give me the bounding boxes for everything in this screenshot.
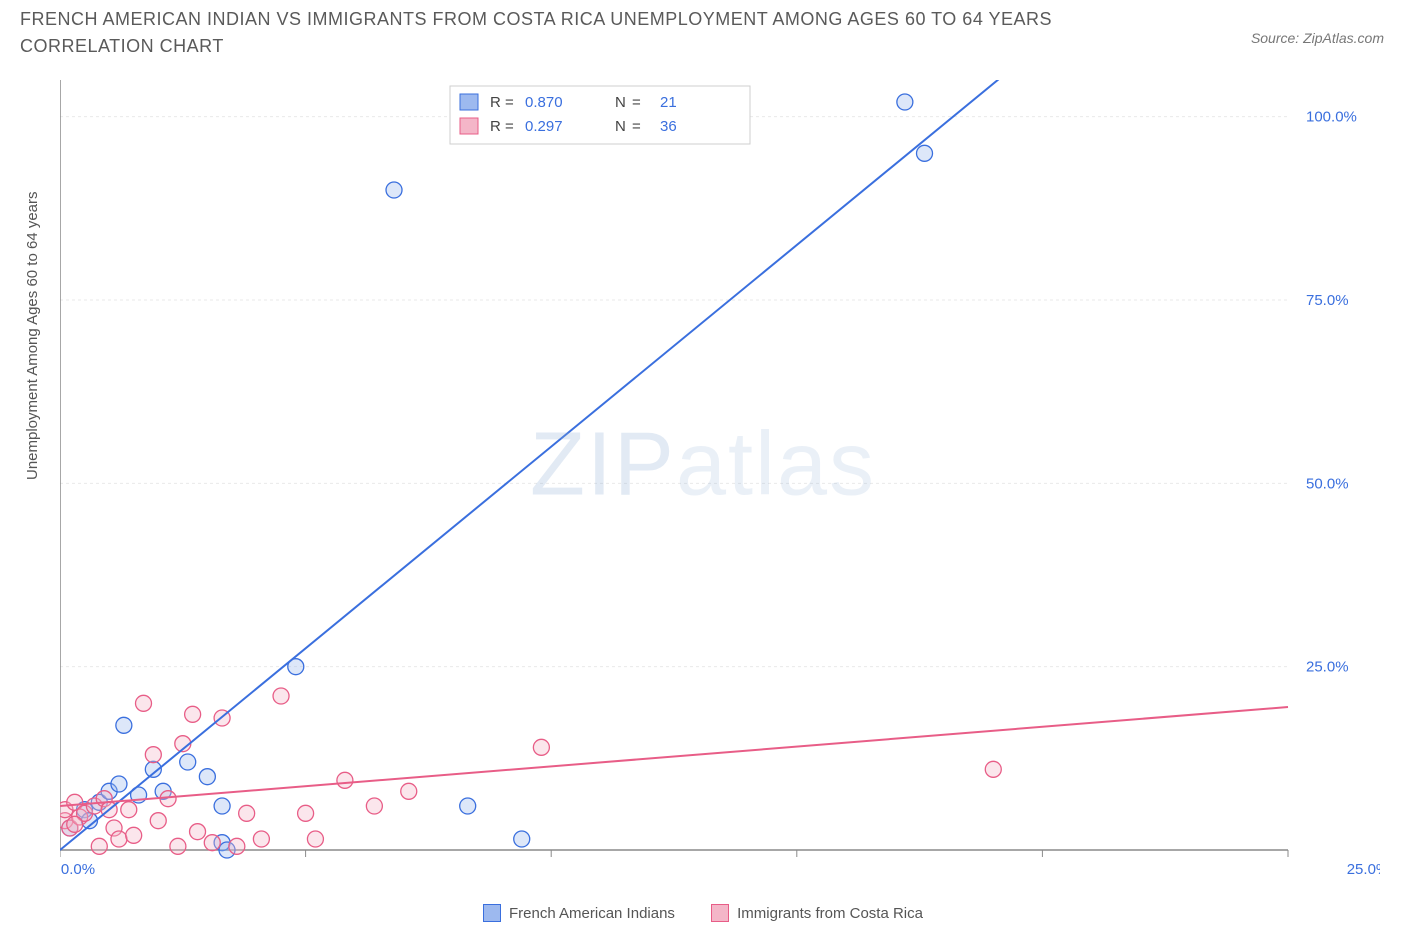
data-point bbox=[67, 816, 83, 832]
data-point bbox=[111, 831, 127, 847]
data-point bbox=[126, 827, 142, 843]
page: FRENCH AMERICAN INDIAN VS IMMIGRANTS FRO… bbox=[0, 0, 1406, 930]
svg-text:R: R bbox=[490, 94, 501, 111]
data-point bbox=[116, 717, 132, 733]
data-point bbox=[121, 802, 137, 818]
svg-text:0.870: 0.870 bbox=[525, 94, 563, 111]
data-point bbox=[460, 798, 476, 814]
legend-item-series-b: Immigrants from Costa Rica bbox=[711, 904, 923, 922]
svg-text:0.0%: 0.0% bbox=[61, 861, 95, 878]
data-point bbox=[229, 838, 245, 854]
data-point bbox=[253, 831, 269, 847]
data-point bbox=[150, 813, 166, 829]
data-point bbox=[214, 798, 230, 814]
bottom-legend: French American Indians Immigrants from … bbox=[0, 904, 1406, 926]
svg-text:0.297: 0.297 bbox=[525, 118, 563, 135]
data-point bbox=[298, 805, 314, 821]
y-axis-label: Unemployment Among Ages 60 to 64 years bbox=[24, 191, 41, 480]
data-point bbox=[111, 776, 127, 792]
data-point bbox=[185, 706, 201, 722]
svg-text:36: 36 bbox=[660, 118, 677, 135]
svg-text:=: = bbox=[632, 94, 641, 111]
legend-swatch-icon bbox=[483, 904, 501, 922]
data-point bbox=[366, 798, 382, 814]
svg-text:100.0%: 100.0% bbox=[1306, 109, 1357, 126]
data-point bbox=[337, 772, 353, 788]
svg-text:R: R bbox=[490, 118, 501, 135]
svg-text:N: N bbox=[615, 118, 626, 135]
svg-text:=: = bbox=[632, 118, 641, 135]
data-point bbox=[204, 835, 220, 851]
header: FRENCH AMERICAN INDIAN VS IMMIGRANTS FRO… bbox=[20, 6, 1386, 60]
data-point bbox=[180, 754, 196, 770]
data-point bbox=[985, 761, 1001, 777]
data-point bbox=[533, 739, 549, 755]
svg-text:=: = bbox=[505, 94, 514, 111]
legend-swatch-icon bbox=[460, 94, 478, 110]
data-point bbox=[273, 688, 289, 704]
chart-area: R=0.870N=21R=0.297N=36 25.0%50.0%75.0%10… bbox=[60, 80, 1380, 880]
legend-swatch-icon bbox=[711, 904, 729, 922]
data-point bbox=[136, 695, 152, 711]
data-point bbox=[514, 831, 530, 847]
svg-text:50.0%: 50.0% bbox=[1306, 475, 1349, 492]
data-point bbox=[239, 805, 255, 821]
data-point bbox=[91, 838, 107, 854]
legend-item-series-a: French American Indians bbox=[483, 904, 675, 922]
data-point bbox=[386, 182, 402, 198]
svg-text:25.0%: 25.0% bbox=[1347, 861, 1380, 878]
source-attribution: Source: ZipAtlas.com bbox=[1251, 30, 1384, 46]
scatter-chart: R=0.870N=21R=0.297N=36 25.0%50.0%75.0%10… bbox=[60, 80, 1380, 880]
regression-line bbox=[60, 707, 1288, 806]
regression-line bbox=[60, 80, 1042, 850]
data-point bbox=[190, 824, 206, 840]
data-point bbox=[170, 838, 186, 854]
data-point bbox=[897, 94, 913, 110]
svg-text:N: N bbox=[615, 94, 626, 111]
data-point bbox=[145, 747, 161, 763]
legend-label: French American Indians bbox=[509, 905, 675, 922]
data-point bbox=[307, 831, 323, 847]
data-point bbox=[401, 783, 417, 799]
svg-text:75.0%: 75.0% bbox=[1306, 292, 1349, 309]
svg-text:=: = bbox=[505, 118, 514, 135]
legend-label: Immigrants from Costa Rica bbox=[737, 905, 923, 922]
chart-title: FRENCH AMERICAN INDIAN VS IMMIGRANTS FRO… bbox=[20, 6, 1120, 60]
svg-text:25.0%: 25.0% bbox=[1306, 659, 1349, 676]
legend-swatch-icon bbox=[460, 118, 478, 134]
data-point bbox=[917, 145, 933, 161]
svg-text:21: 21 bbox=[660, 94, 677, 111]
data-point bbox=[199, 769, 215, 785]
